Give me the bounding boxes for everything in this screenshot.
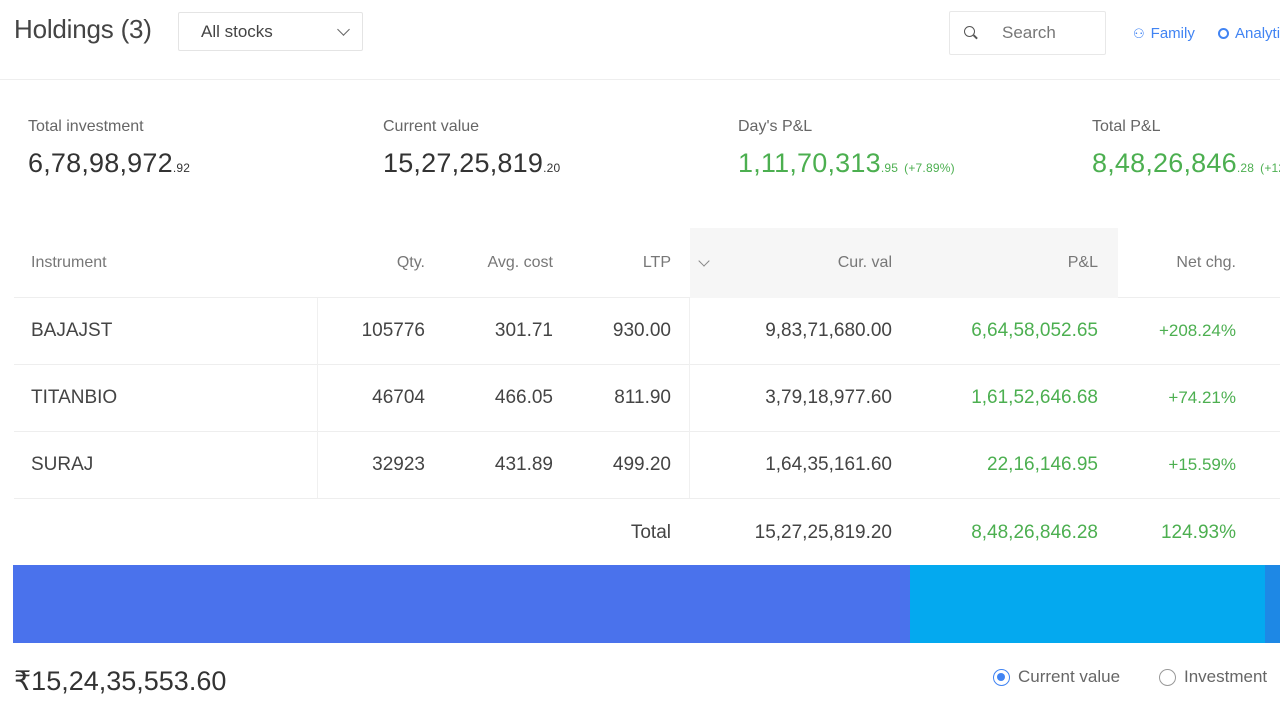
cell-qty: 32923 — [372, 454, 425, 475]
cell-qty: 105776 — [361, 320, 425, 341]
cell-cur-val: 3,79,18,977.60 — [765, 387, 892, 408]
value-whole: 8,48,26,846 — [1092, 148, 1237, 178]
column-header-instrument[interactable]: Instrument — [31, 253, 107, 271]
summary-label: Total P&L — [1092, 118, 1161, 135]
value-percent: (+7.89%) — [904, 161, 955, 175]
radio-unselected-icon[interactable] — [1159, 668, 1176, 686]
cell-instrument: TITANBIO — [31, 387, 118, 408]
summary-days-pnl: Day's P&L 1,11,70,313.95 (+7.89%) — [738, 118, 955, 179]
holdings-table: Instrument Qty. Avg. cost LTP Cur. val P… — [14, 228, 1280, 566]
radio-selected-icon[interactable] — [993, 668, 1010, 686]
table-row[interactable]: TITANBIO 46704 466.05 811.90 3,79,18,977… — [14, 365, 1280, 432]
allocation-amount: ₹15,24,35,553.60 — [14, 666, 227, 696]
search-box[interactable] — [949, 11, 1106, 55]
value-whole: 15,27,25,819 — [383, 148, 544, 178]
column-header-cur-val[interactable]: Cur. val — [837, 253, 892, 271]
allocation-bar — [13, 565, 1280, 643]
total-label: Total — [630, 521, 671, 543]
summary-label: Current value — [383, 118, 480, 135]
cell-cur-val: 1,64,35,161.60 — [765, 454, 892, 475]
allocation-segment-suraj[interactable] — [1264, 565, 1280, 643]
cell-pnl: 1,61,52,646.68 — [971, 387, 1098, 408]
cell-net-chg: +208.24% — [1158, 321, 1236, 340]
summary-total-pnl: Total P&L 8,48,26,846.28 (+124.93%) — [1092, 118, 1280, 179]
total-pnl: 8,48,26,846.28 — [971, 521, 1098, 543]
cell-net-chg: +74.21% — [1168, 388, 1236, 407]
sort-chevron-icon — [698, 254, 710, 267]
stock-filter-value: All stocks — [201, 21, 273, 41]
summary-label: Day's P&L — [738, 118, 813, 135]
value-percent: (+124.93%) — [1260, 161, 1280, 175]
column-divider — [689, 298, 690, 498]
cell-instrument: SURAJ — [31, 454, 94, 475]
analytics-link[interactable]: Analytics — [1218, 25, 1280, 42]
family-label: Family — [1150, 25, 1195, 42]
sorted-column-highlight — [690, 228, 1118, 298]
value-decimal: .20 — [543, 161, 561, 175]
holdings-header: Holdings (3) All stocks ⚇ Family Analyti… — [0, 0, 1280, 80]
allocation-segment-bajajst[interactable] — [13, 565, 911, 643]
summary-value: 6,78,98,972.92 — [28, 148, 190, 179]
column-header-net-chg[interactable]: Net chg. — [1176, 253, 1236, 271]
value-decimal: .92 — [172, 161, 191, 175]
cell-avg-cost: 301.71 — [494, 320, 553, 341]
column-header-pnl[interactable]: P&L — [1067, 253, 1098, 271]
investment-radio[interactable]: Investment — [1159, 667, 1267, 687]
table-row[interactable]: BAJAJST 105776 301.71 930.00 9,83,71,680… — [14, 298, 1280, 365]
cell-pnl: 22,16,146.95 — [987, 454, 1098, 475]
summary-total-investment: Total investment 6,78,98,972.92 — [28, 118, 190, 179]
column-header-ltp[interactable]: LTP — [642, 253, 671, 271]
current-value-radio[interactable]: Current value — [993, 667, 1120, 687]
summary-value: 15,27,25,819.20 — [383, 148, 560, 179]
sort-toggle[interactable] — [698, 228, 710, 297]
cell-qty: 46704 — [372, 387, 425, 408]
page-title: Holdings (3) — [14, 14, 152, 44]
cell-net-chg: +15.59% — [1168, 455, 1236, 474]
cell-avg-cost: 431.89 — [494, 454, 553, 475]
investment-label: Investment — [1184, 667, 1268, 686]
cell-instrument: BAJAJST — [31, 320, 113, 341]
cell-cur-val: 9,83,71,680.00 — [765, 320, 892, 341]
value-decimal: .95 — [880, 161, 899, 175]
family-link[interactable]: ⚇ Family — [1133, 25, 1195, 42]
cell-ltp: 499.20 — [612, 454, 671, 475]
column-header-qty[interactable]: Qty. — [396, 253, 425, 271]
cell-avg-cost: 466.05 — [494, 387, 553, 408]
family-icon: ⚇ — [1133, 25, 1145, 41]
value-whole: 6,78,98,972 — [28, 148, 173, 178]
summary-label: Total investment — [28, 118, 144, 135]
column-header-avg-cost[interactable]: Avg. cost — [487, 253, 553, 271]
summary-current-value: Current value 15,27,25,819.20 — [383, 118, 560, 179]
stock-filter-dropdown[interactable]: All stocks — [178, 12, 363, 51]
analytics-label: Analytics — [1235, 25, 1280, 42]
value-decimal: .28 — [1236, 161, 1255, 175]
analytics-icon — [1218, 28, 1229, 39]
table-row[interactable]: SURAJ 32923 431.89 499.20 1,64,35,161.60… — [14, 432, 1280, 499]
cell-ltp: 811.90 — [614, 387, 671, 408]
chevron-down-icon — [337, 23, 350, 36]
allocation-segment-titanbio[interactable] — [910, 565, 1265, 643]
cell-pnl: 6,64,58,052.65 — [971, 320, 1098, 341]
summary-value: 1,11,70,313.95 (+7.89%) — [738, 148, 955, 179]
total-net-chg: 124.93% — [1160, 521, 1236, 543]
summary-value: 8,48,26,846.28 (+124.93%) — [1092, 148, 1280, 179]
table-total-row: Total 15,27,25,819.20 8,48,26,846.28 124… — [14, 499, 1280, 566]
column-divider — [317, 298, 318, 498]
cell-ltp: 930.00 — [612, 320, 671, 341]
search-input[interactable] — [1002, 23, 1102, 43]
search-icon — [964, 26, 978, 40]
current-value-label: Current value — [1018, 667, 1121, 686]
table-header-row: Instrument Qty. Avg. cost LTP Cur. val P… — [14, 228, 1280, 298]
value-whole: 1,11,70,313 — [738, 148, 881, 178]
total-cur-val: 15,27,25,819.20 — [754, 521, 892, 543]
